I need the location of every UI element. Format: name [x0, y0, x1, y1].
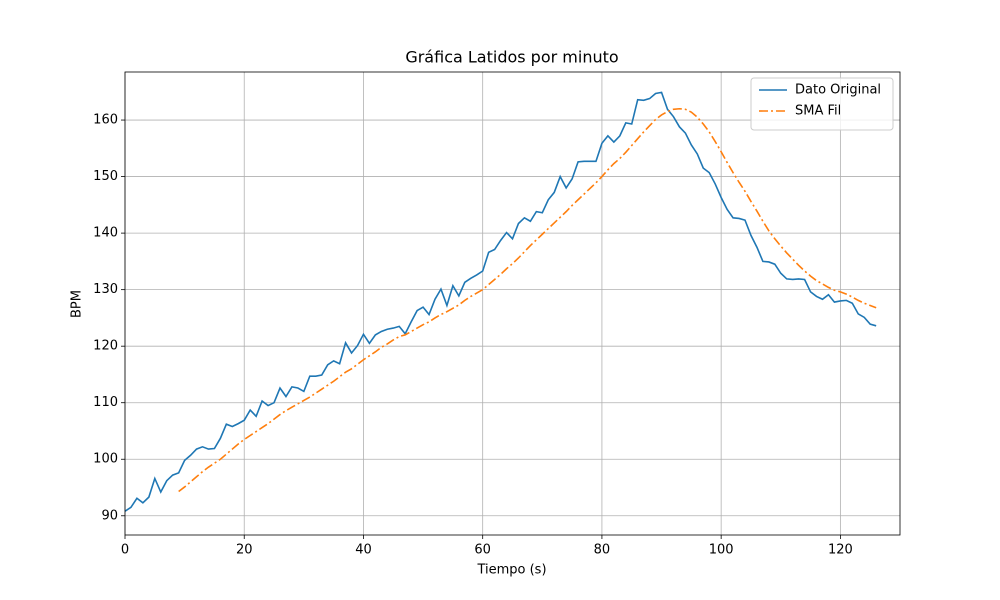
legend-label: Dato Original: [795, 83, 881, 98]
data-line: [124, 91, 877, 512]
x-tick-label: 100: [709, 543, 734, 558]
plot-frame: [124, 71, 901, 536]
y-tick-label: 150: [93, 169, 118, 184]
y-axis-label: BPM: [70, 290, 85, 318]
y-tick-label: 130: [93, 282, 118, 297]
y-tick-label: 120: [93, 339, 118, 354]
x-tick-label: 20: [236, 543, 253, 558]
y-tick-label: 160: [93, 113, 118, 128]
legend-label: SMA Fil: [795, 104, 841, 119]
legend-box: [750, 77, 894, 131]
legend: Dato Original SMA Fil: [750, 77, 894, 131]
y-tick-label: 110: [93, 395, 118, 410]
y-tick-label: 100: [93, 452, 118, 467]
y-tick-label: 140: [93, 226, 118, 241]
chart-title: Gráfica Latidos por minuto: [405, 48, 618, 67]
x-tick-label: 40: [355, 543, 372, 558]
x-axis-label: Tiempo (s): [476, 563, 546, 578]
y-tick-label: 90: [101, 508, 118, 523]
x-tick-label: 120: [828, 543, 853, 558]
data-line: [178, 107, 877, 493]
x-tick-label: 0: [121, 543, 129, 558]
x-tick-label: 60: [474, 543, 491, 558]
x-tick-label: 80: [594, 543, 611, 558]
